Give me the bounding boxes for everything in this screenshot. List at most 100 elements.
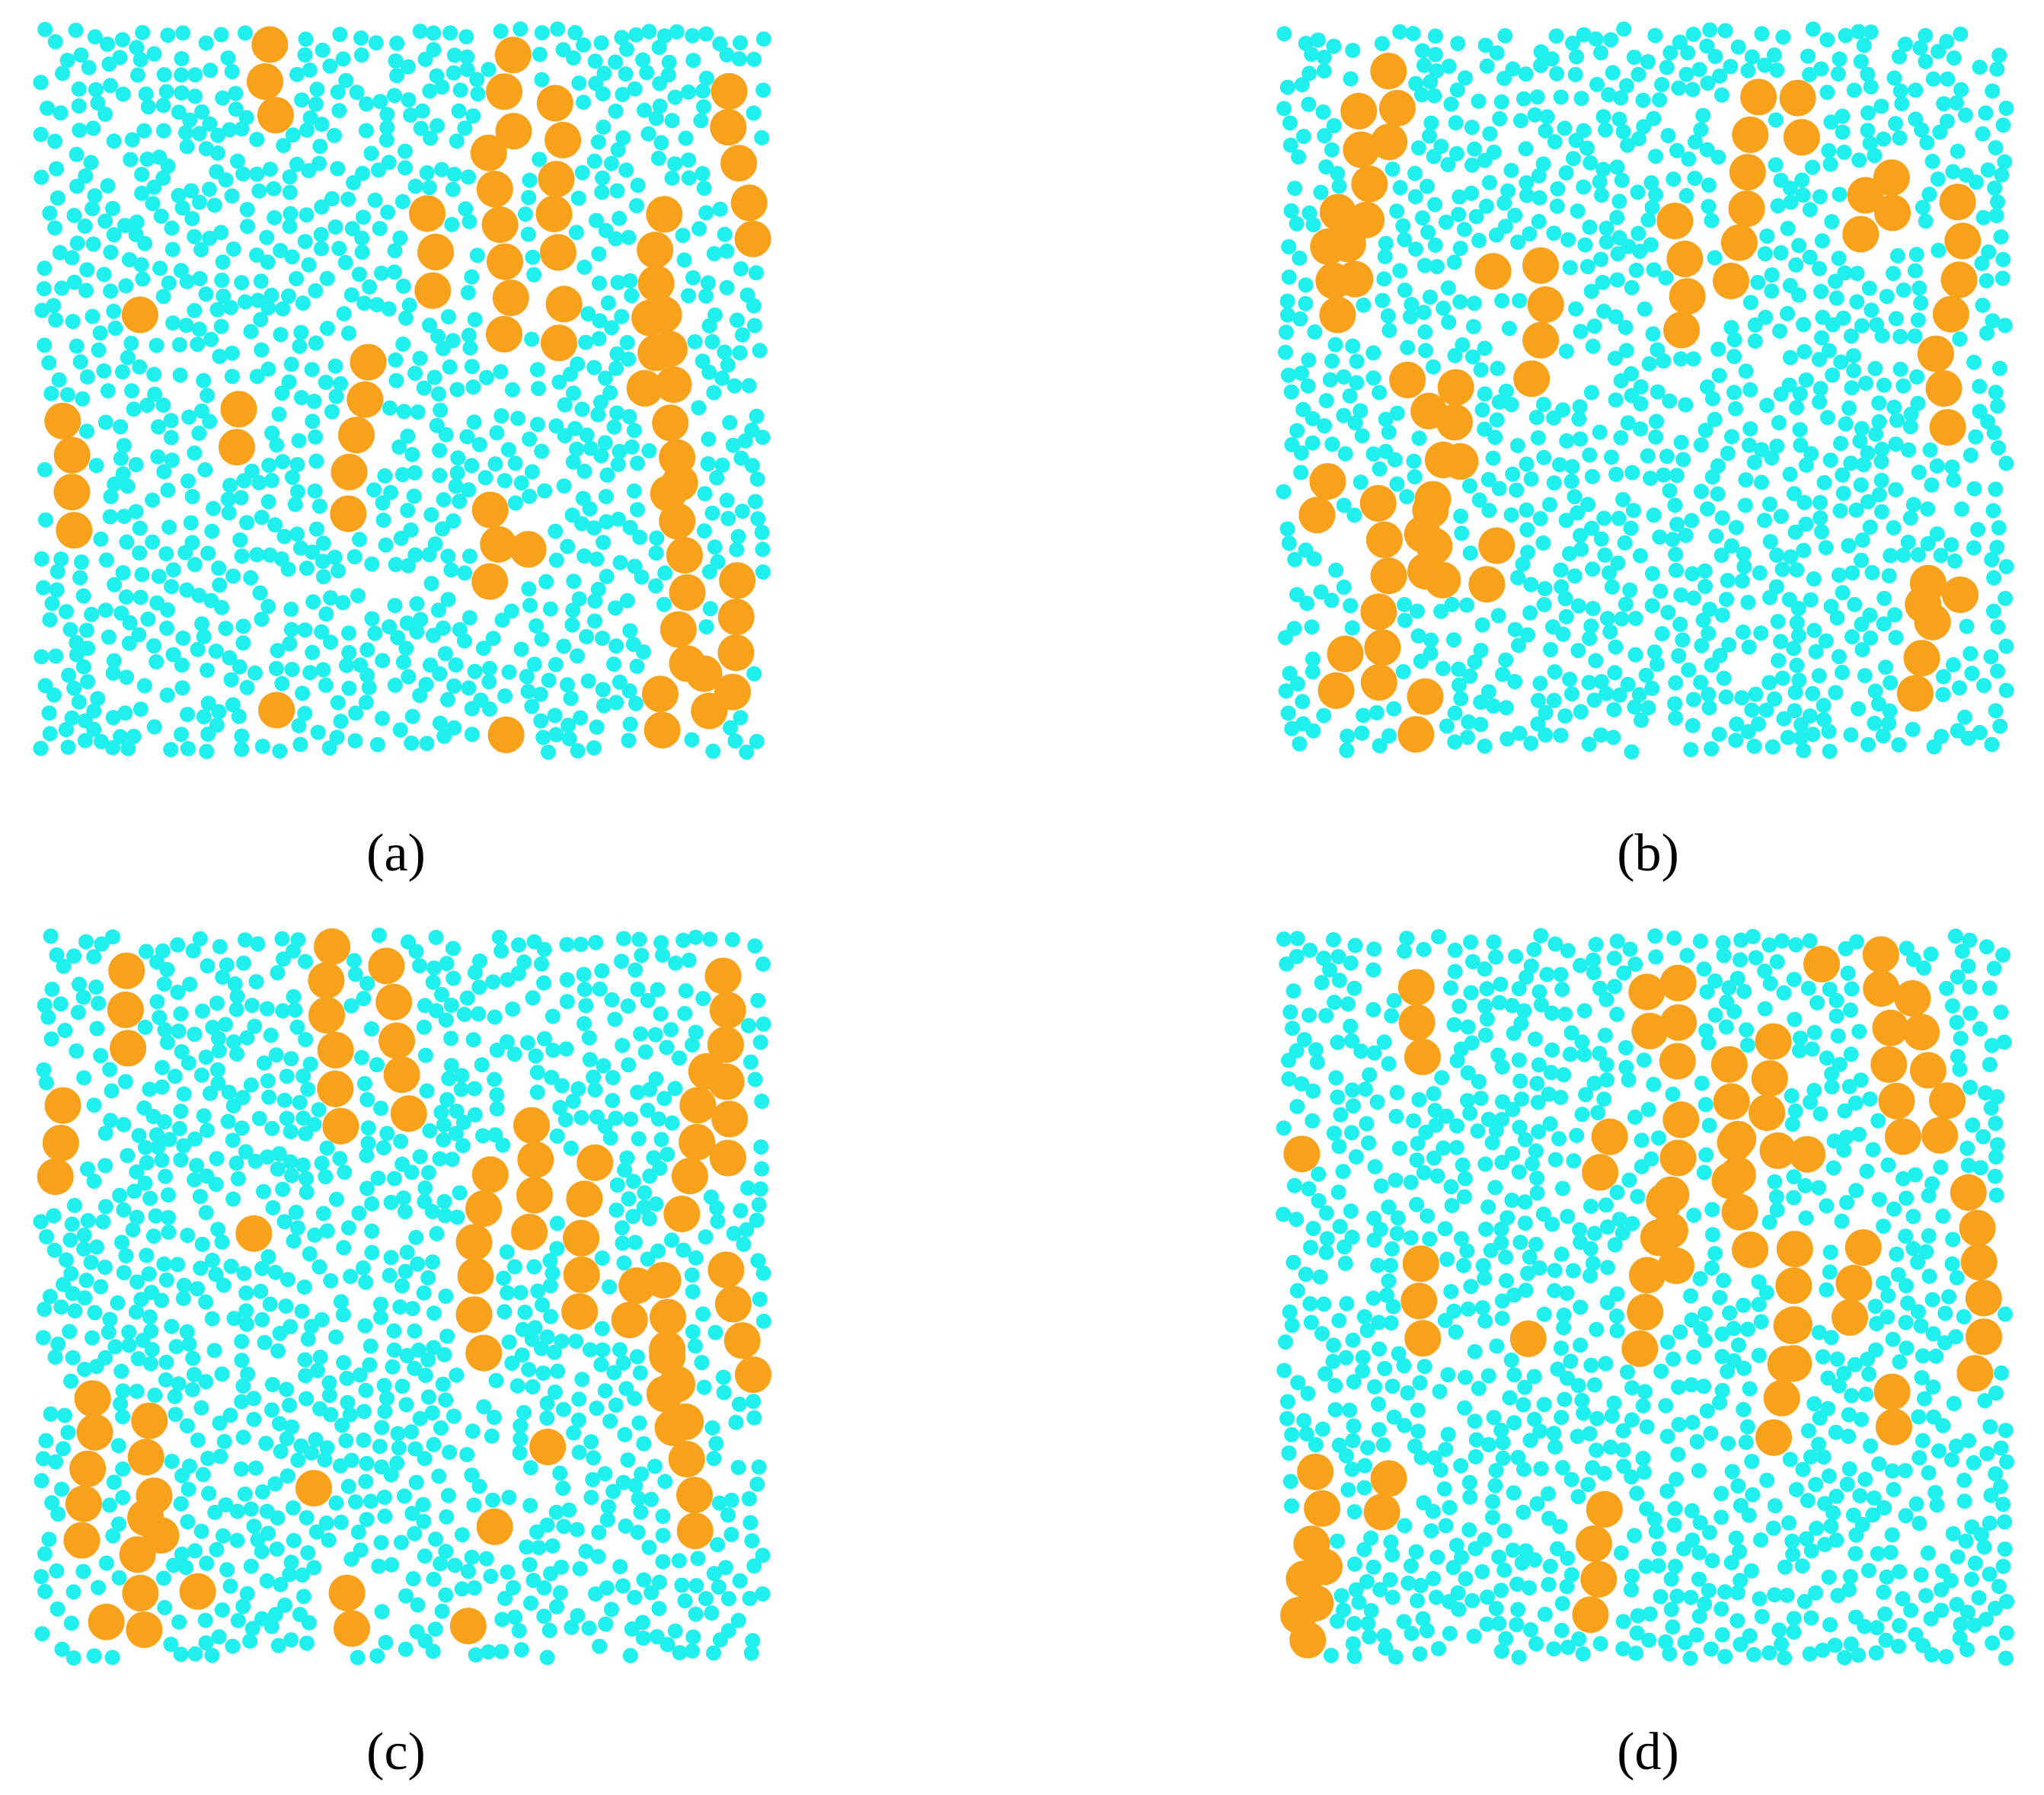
small-particle (1819, 1198, 1835, 1214)
small-particle (642, 1168, 658, 1184)
small-particle (1466, 1628, 1482, 1644)
small-particle (1990, 663, 2005, 679)
small-particle (452, 493, 468, 509)
small-particle (395, 278, 411, 294)
small-particle (1406, 453, 1422, 469)
small-particle (307, 1227, 323, 1243)
large-particle (1522, 321, 1560, 359)
small-particle (1389, 1225, 1405, 1241)
large-particle (566, 1180, 603, 1218)
large-particle (1437, 369, 1474, 406)
small-particle (190, 337, 206, 353)
small-particle (1842, 1002, 1858, 1018)
small-particle (1607, 979, 1623, 995)
small-particle (1970, 522, 1986, 538)
small-particle (1493, 1423, 1509, 1439)
small-particle (1576, 179, 1592, 195)
small-particle (272, 743, 288, 759)
small-particle (461, 610, 477, 626)
small-particle (337, 1164, 353, 1180)
small-particle (592, 981, 608, 997)
small-particle (1728, 401, 1743, 417)
small-particle (1463, 1279, 1479, 1295)
small-particle (260, 1249, 276, 1265)
small-particle (1714, 1382, 1730, 1398)
small-particle (688, 1250, 704, 1266)
small-particle (1977, 1393, 1993, 1409)
small-particle (267, 1264, 283, 1280)
small-particle (1683, 742, 1699, 758)
small-particle (695, 1306, 711, 1322)
small-particle (1569, 1127, 1585, 1143)
small-particle (1547, 936, 1563, 952)
small-particle (1911, 1450, 1927, 1466)
small-particle (627, 1589, 643, 1605)
small-particle (1911, 280, 1927, 296)
small-particle (1891, 737, 1907, 752)
small-particle (691, 400, 707, 416)
small-particle (1309, 1054, 1325, 1070)
small-particle (1998, 455, 2014, 471)
small-particle (1793, 437, 1809, 453)
large-particle (679, 1087, 717, 1124)
small-particle (1461, 1522, 1477, 1538)
small-particle (1717, 23, 1733, 39)
small-particle (1357, 1081, 1373, 1097)
small-particle (1798, 372, 1814, 388)
large-particle (1932, 295, 1969, 333)
small-particle (335, 595, 351, 611)
small-particle (1815, 1642, 1831, 1658)
small-particle (608, 600, 623, 616)
small-particle (1413, 87, 1429, 103)
small-particle (1578, 1087, 1594, 1103)
small-particle (1471, 492, 1487, 508)
small-particle (1803, 1094, 1818, 1110)
small-particle (1447, 942, 1463, 958)
small-particle (78, 622, 94, 638)
large-particle (644, 711, 681, 749)
small-particle (1643, 175, 1659, 190)
small-particle (1819, 410, 1835, 426)
small-particle (179, 273, 195, 289)
small-particle (641, 442, 657, 458)
small-particle (1441, 315, 1457, 330)
small-particle (1900, 1295, 1916, 1311)
small-particle (545, 1538, 561, 1554)
small-particle (1743, 1563, 1759, 1579)
small-particle (267, 517, 283, 533)
small-particle (1345, 1332, 1361, 1348)
small-particle (1582, 447, 1598, 463)
small-particle (60, 1425, 76, 1440)
small-particle (214, 1234, 230, 1250)
small-particle (299, 1171, 315, 1187)
small-particle (755, 1547, 771, 1563)
small-particle (650, 1243, 666, 1259)
small-particle (603, 1602, 619, 1618)
small-particle (332, 27, 348, 43)
small-particle (430, 386, 446, 402)
small-particle (1841, 1407, 1857, 1423)
small-particle (157, 1022, 173, 1038)
large-particle (1884, 1118, 1921, 1155)
small-particle (1971, 1590, 1987, 1605)
small-particle (1460, 1093, 1475, 1109)
small-particle (1511, 1650, 1527, 1666)
small-particle (1573, 541, 1589, 557)
large-particle (709, 1139, 746, 1177)
small-particle (1308, 1437, 1324, 1452)
small-particle (1774, 1636, 1789, 1652)
small-particle (254, 1311, 270, 1327)
small-particle (1606, 701, 1622, 717)
small-particle (1522, 605, 1538, 621)
small-particle (614, 30, 630, 46)
small-particle (583, 1434, 599, 1450)
small-particle (1455, 1157, 1471, 1173)
small-particle (1477, 1027, 1493, 1043)
small-particle (308, 1432, 324, 1448)
small-particle (752, 343, 768, 359)
small-particle (1634, 1158, 1650, 1174)
small-particle (1822, 982, 1838, 997)
small-particle (277, 1597, 293, 1613)
large-particle (375, 983, 413, 1020)
large-particle (1903, 1014, 1940, 1051)
